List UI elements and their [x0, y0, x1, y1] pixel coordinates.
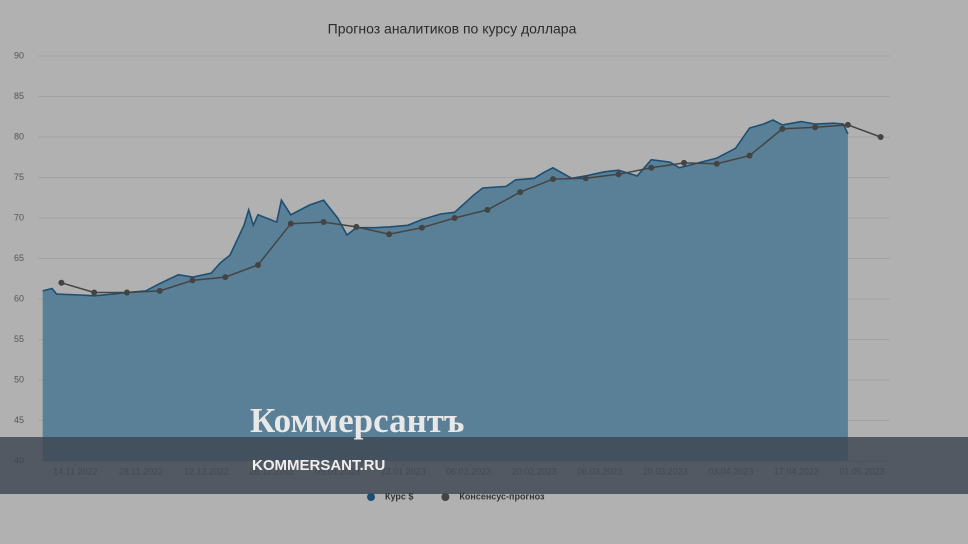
forecast-point: [353, 223, 360, 230]
legend-label: Консенсус-прогноз: [459, 491, 545, 501]
y-tick-label: 80: [14, 131, 24, 141]
legend-marker: [441, 493, 450, 501]
forecast-point: [582, 175, 589, 182]
forecast-point: [58, 279, 65, 286]
forecast-point: [156, 287, 163, 294]
y-tick-label: 75: [14, 172, 24, 182]
forecast-point: [320, 219, 327, 226]
legend: Курс $ Консенсус-прогноз: [367, 491, 545, 501]
forecast-point: [91, 289, 98, 296]
y-tick-label: 70: [14, 212, 24, 222]
forecast-point: [549, 176, 556, 183]
area: [42, 120, 848, 461]
watermark-brand: Коммерсантъ: [250, 401, 464, 440]
forecast-point: [779, 125, 786, 132]
y-tick-label: 45: [14, 415, 24, 425]
y-tick-label: 55: [14, 334, 24, 344]
chart-title: Прогноз аналитиков по курсу доллара: [328, 21, 577, 37]
plot: 404550556065707580859014.11.202228.11.20…: [14, 50, 890, 476]
forecast-point: [287, 220, 294, 227]
forecast-point: [451, 215, 458, 221]
forecast-point: [222, 274, 229, 281]
forecast-point: [844, 121, 851, 128]
y-tick-label: 50: [14, 374, 24, 384]
forecast-point: [189, 277, 196, 284]
watermark-band: [0, 437, 968, 494]
forecast-point: [681, 159, 688, 166]
forecast-point: [255, 261, 262, 268]
forecast-point: [484, 206, 491, 213]
forecast-point: [615, 171, 622, 178]
legend-marker: [367, 493, 375, 501]
legend-label: Курс $: [385, 491, 413, 501]
forecast-point: [418, 224, 425, 231]
forecast-point: [812, 124, 819, 131]
area-line: [42, 119, 849, 297]
forecast-point: [713, 160, 720, 167]
forecast-point: [877, 134, 884, 140]
forecast-line: [61, 124, 881, 294]
y-tick-label: 85: [14, 91, 24, 101]
forecast-point: [517, 189, 524, 196]
forecast-point: [648, 164, 655, 171]
forecast-point: [746, 152, 753, 159]
watermark-site: KOMMERSANT.RU: [252, 457, 385, 474]
y-tick-label: 90: [14, 50, 24, 60]
y-tick-label: 65: [14, 253, 24, 263]
forecast-point: [123, 289, 130, 296]
y-tick-label: 60: [14, 293, 24, 303]
forecast-point: [386, 231, 393, 238]
